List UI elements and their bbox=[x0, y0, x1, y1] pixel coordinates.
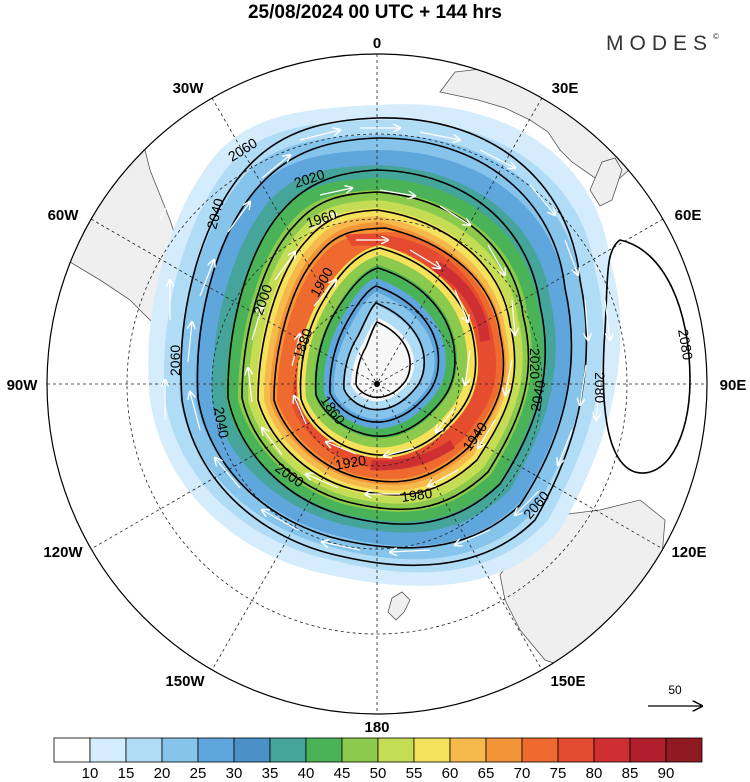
meridian-label-90e: 90E bbox=[720, 377, 747, 394]
colorbar-tick-label: 80 bbox=[586, 765, 603, 782]
meridian-label-0: 0 bbox=[373, 35, 381, 52]
colorbar-swatch bbox=[89, 737, 127, 763]
colorbar-swatch bbox=[197, 737, 235, 763]
meridian-label-150w: 150W bbox=[165, 673, 205, 690]
contour-label: 2080 bbox=[675, 328, 696, 362]
colorbar-swatch bbox=[665, 737, 703, 763]
land-new-zealand bbox=[387, 591, 411, 621]
colorbar-swatch bbox=[305, 737, 343, 763]
colorbar-swatch bbox=[485, 737, 523, 763]
colorbar-swatch bbox=[593, 737, 631, 763]
contour-label: 2080 bbox=[592, 372, 608, 403]
contour-1900 bbox=[329, 285, 440, 423]
colorbar-swatch bbox=[161, 737, 199, 763]
meridian-label-60w: 60W bbox=[48, 207, 80, 224]
colorbar-swatch bbox=[629, 737, 667, 763]
meridian-label-120e: 120E bbox=[671, 544, 706, 561]
contour-label: 2060 bbox=[167, 345, 183, 376]
contour-1980 bbox=[257, 209, 516, 496]
contour-label: 2040 bbox=[527, 379, 548, 413]
copyright-mark: © bbox=[713, 32, 719, 41]
contour-1940 bbox=[299, 247, 477, 456]
colorbar-tick-label: 65 bbox=[478, 765, 495, 782]
contour-label: 2020 bbox=[527, 348, 543, 379]
reference-vector-label: 50 bbox=[668, 683, 682, 697]
meridian-label-120w: 120W bbox=[43, 544, 83, 561]
reference-vector: 50 bbox=[648, 683, 702, 706]
colorbar-swatch bbox=[449, 737, 487, 763]
colorbar-tick-label: 30 bbox=[226, 765, 243, 782]
contour-1920 bbox=[314, 267, 456, 437]
colorbar-swatch bbox=[341, 737, 379, 763]
colorbar-swatch bbox=[377, 737, 415, 763]
colorbar-tick-label: 15 bbox=[118, 765, 135, 782]
map-title: 25/08/2024 00 UTC + 144 hrs bbox=[247, 2, 503, 23]
contour-label: 1980 bbox=[400, 485, 433, 505]
brand-name: MODES bbox=[606, 32, 714, 55]
contour-2020 bbox=[227, 169, 547, 525]
colorbar-tick-label: 85 bbox=[622, 765, 639, 782]
colorbar-swatch bbox=[269, 737, 307, 763]
wind-vectors bbox=[159, 128, 610, 552]
contour-label: 2040 bbox=[203, 196, 227, 230]
colorbar-tick-label: 70 bbox=[514, 765, 531, 782]
land-madagascar bbox=[589, 157, 623, 207]
colorbar-swatch bbox=[53, 737, 91, 763]
colorbar-tick-label: 20 bbox=[154, 765, 171, 782]
colorbar-swatch bbox=[125, 737, 163, 763]
brand-logo: MODES© bbox=[606, 32, 719, 56]
colorbar-tick-label: 75 bbox=[550, 765, 567, 782]
colorbar: 10 15 20 25 30 35 40 45 50 55 60 65 70 75 80 85 90 bbox=[53, 737, 703, 782]
meridian-label-30e: 30E bbox=[552, 80, 579, 97]
colorbar-tick-label: 10 bbox=[82, 765, 99, 782]
colorbar-swatch bbox=[413, 737, 451, 763]
contour-1880 bbox=[343, 302, 426, 411]
colorbar-tick-label: 35 bbox=[262, 765, 279, 782]
contour-label: 2040 bbox=[211, 406, 232, 440]
south-pole-marker bbox=[374, 381, 380, 387]
contour-1960 bbox=[273, 227, 505, 483]
map-boundary bbox=[46, 53, 708, 715]
colorbar-tick-label: 90 bbox=[658, 765, 675, 782]
meridian-label-30w: 30W bbox=[173, 80, 205, 97]
meridian-label-60e: 60E bbox=[675, 207, 702, 224]
colorbar-tick-label: 55 bbox=[406, 765, 423, 782]
colorbar-tick-label: 25 bbox=[190, 765, 207, 782]
wind-speed-shading bbox=[148, 104, 621, 586]
contour-1860 bbox=[355, 321, 411, 399]
colorbar-tick-label: 45 bbox=[334, 765, 351, 782]
colorbar-tick-label: 60 bbox=[442, 765, 459, 782]
contour-2060 bbox=[180, 117, 588, 567]
meridian-label-150e: 150E bbox=[550, 673, 585, 690]
colorbar-tick-label: 40 bbox=[298, 765, 315, 782]
colorbar-swatch bbox=[521, 737, 559, 763]
meridian-label-180: 180 bbox=[364, 719, 389, 736]
colorbar-swatch bbox=[557, 737, 595, 763]
contour-label: 1920 bbox=[334, 452, 368, 473]
contour-2000 bbox=[241, 191, 530, 511]
colorbar-tick-label: 50 bbox=[370, 765, 387, 782]
meridian-labels: 0 30E 60E 90E 120E 150E 180 150W 120W 90… bbox=[7, 35, 747, 736]
meridian-label-90w: 90W bbox=[7, 377, 39, 394]
colorbar-swatch bbox=[233, 737, 271, 763]
